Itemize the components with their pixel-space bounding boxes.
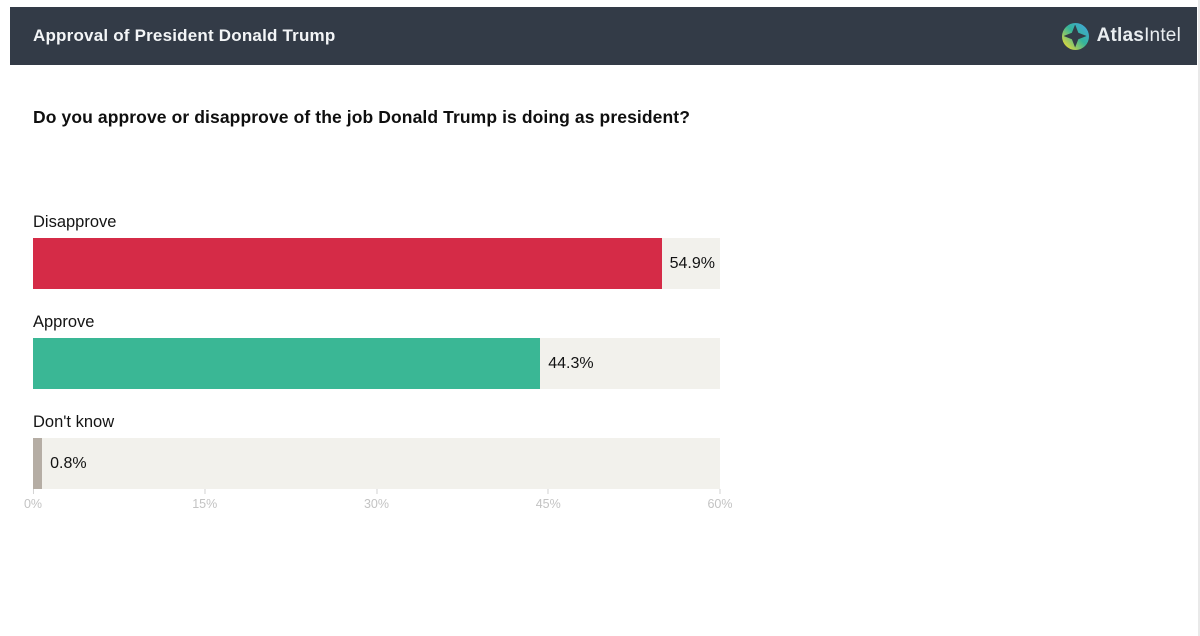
x-axis-tick: 30% (364, 489, 389, 511)
x-axis-tick-label: 60% (707, 497, 733, 511)
value-label: 44.3% (548, 354, 594, 372)
category-label: Approve (33, 313, 95, 331)
x-axis-tick: 15% (192, 489, 217, 511)
x-axis-tick-label: 30% (363, 497, 390, 511)
bar-approve (33, 338, 541, 389)
page-title: Approval of President Donald Trump (33, 26, 336, 45)
header-bar: Approval of President Donald Trump Atlas… (10, 7, 1197, 65)
category-label: Don't know (33, 413, 115, 431)
x-axis-tick: 60% (707, 489, 733, 511)
atlasintel-logo-icon (1061, 22, 1089, 50)
x-axis: 0% 15% 30% 45% 60% (24, 489, 733, 523)
bar-track: 44.3% (33, 338, 720, 389)
brand-name-intel: Intel (1144, 25, 1181, 46)
bar-track: 0.8% (33, 438, 720, 489)
brand-name-atlas: Atlas (1096, 25, 1145, 46)
tick-mark (719, 489, 721, 494)
bar-row-dont-know: Don't know 0.8% (33, 413, 720, 489)
x-axis-tick-label: 45% (535, 497, 561, 511)
brand-name: AtlasIntel (1097, 25, 1181, 47)
bar-chart: Disapprove 54.9% Approve 44.3% Don't kno… (33, 213, 720, 489)
diamond-star-icon (1063, 24, 1087, 48)
tick-mark (204, 489, 206, 494)
x-axis-tick: 0% (24, 489, 42, 511)
x-axis-tick-label: 15% (192, 497, 218, 511)
brand: AtlasIntel (1061, 22, 1181, 50)
tick-mark (32, 489, 34, 494)
chart-question-title: Do you approve or disapprove of the job … (33, 107, 691, 127)
bar-row-approve: Approve 44.3% (33, 313, 720, 389)
bar-row-disapprove: Disapprove 54.9% (33, 213, 720, 289)
value-label: 54.9% (669, 254, 715, 272)
bar-dont-know (33, 438, 43, 489)
category-label: Disapprove (33, 213, 117, 231)
value-label: 0.8% (50, 454, 87, 472)
x-axis-tick: 45% (536, 489, 561, 511)
bar-disapprove (33, 238, 662, 289)
x-axis-tick-label: 0% (23, 497, 43, 511)
bar-track: 54.9% (33, 238, 720, 289)
tick-mark (376, 489, 377, 494)
tick-mark (547, 489, 549, 494)
